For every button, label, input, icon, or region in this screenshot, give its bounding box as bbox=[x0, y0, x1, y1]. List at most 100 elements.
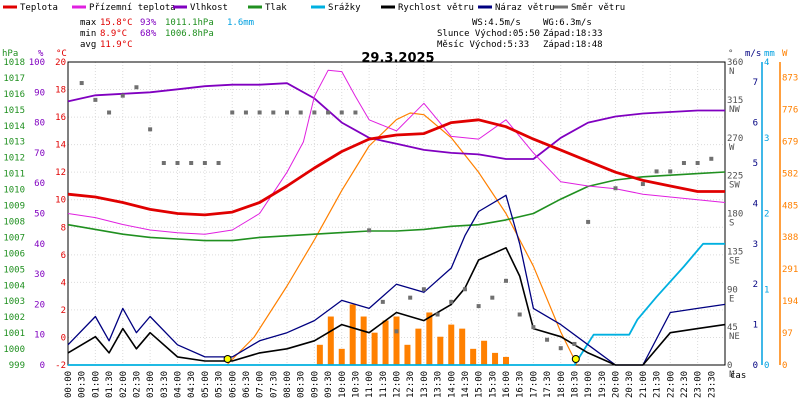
x-tick: 08:00 bbox=[283, 371, 293, 398]
direction-tick: 45 bbox=[727, 323, 738, 333]
wind-tick: 6 bbox=[753, 119, 758, 129]
solar-bar bbox=[316, 344, 323, 365]
stat-press: 1006.8hPa bbox=[165, 29, 214, 39]
wind-direction-point bbox=[408, 295, 413, 300]
x-tick: 00:00 bbox=[64, 371, 74, 398]
wind-direction-point bbox=[339, 110, 344, 115]
solar-bar bbox=[492, 352, 499, 365]
x-tick: 18:00 bbox=[557, 371, 567, 398]
x-tick: 15:00 bbox=[475, 371, 485, 398]
pressure-unit: hPa bbox=[2, 49, 18, 59]
solar-bar bbox=[415, 328, 422, 365]
wind-direction-point bbox=[148, 127, 153, 132]
humidity-tick: 50 bbox=[34, 210, 45, 220]
direction-label: N bbox=[729, 67, 734, 77]
temperature-unit: °C bbox=[56, 49, 67, 59]
humidity-unit: % bbox=[38, 49, 44, 59]
wind-direction-point bbox=[504, 278, 508, 283]
pressure-tick: 1014 bbox=[3, 122, 25, 132]
direction-tick: 225 bbox=[727, 172, 743, 182]
rain-tick: 2 bbox=[764, 210, 769, 220]
legend-label: Vlhkost bbox=[190, 3, 228, 13]
wind-direction-point bbox=[257, 110, 262, 115]
solar-bars bbox=[316, 304, 509, 365]
x-tick: 02:30 bbox=[132, 371, 142, 398]
stat-press: 1011.1hPa bbox=[165, 18, 214, 28]
x-tick: 09:30 bbox=[324, 371, 334, 398]
wind-direction-point bbox=[394, 329, 399, 334]
x-axis-label: čas bbox=[730, 370, 746, 381]
stat-label: max bbox=[80, 18, 97, 28]
solar-tick: 0 bbox=[782, 361, 787, 371]
wind-direction-point bbox=[161, 161, 166, 165]
humidity-tick: 20 bbox=[34, 300, 45, 310]
solar-bar bbox=[470, 348, 477, 365]
direction-label: S bbox=[729, 219, 734, 229]
wind-direction-point bbox=[654, 169, 659, 174]
pressure-tick: 1009 bbox=[3, 202, 25, 212]
sunset-marker bbox=[571, 355, 580, 363]
wind-direction-point bbox=[175, 161, 180, 165]
stat-temp: 15.8°C bbox=[100, 18, 133, 28]
x-tick: 18:30 bbox=[570, 371, 580, 398]
moonset-info: Západ:18:48 bbox=[543, 40, 603, 50]
temperature-tick: 16 bbox=[55, 113, 66, 123]
x-tick: 14:30 bbox=[461, 371, 471, 398]
x-tick: 11:30 bbox=[379, 371, 389, 398]
chart-title: 29.3.2025 bbox=[361, 51, 434, 66]
wind-tick: 5 bbox=[753, 159, 758, 169]
temperature-tick: 2 bbox=[61, 306, 66, 316]
wind-tick: 2 bbox=[753, 280, 758, 290]
stat-temp: 11.9°C bbox=[100, 40, 133, 50]
humidity-tick: 80 bbox=[34, 119, 45, 129]
wind-direction-point bbox=[367, 228, 372, 233]
wind-direction-point bbox=[230, 110, 235, 115]
wind-direction-point bbox=[435, 312, 440, 317]
direction-tick: 90 bbox=[727, 285, 738, 295]
x-tick: 22:00 bbox=[666, 371, 676, 398]
pressure-tick: 1000 bbox=[3, 345, 25, 355]
x-tick: 11:00 bbox=[365, 371, 375, 398]
wind-direction-point bbox=[216, 161, 221, 165]
wind-direction-point bbox=[380, 299, 385, 304]
legend-label: Náraz větru bbox=[495, 3, 555, 13]
x-tick: 23:00 bbox=[694, 371, 704, 398]
wind-tick: 3 bbox=[753, 240, 758, 250]
x-tick: 13:00 bbox=[420, 371, 430, 398]
pressure-tick: 999 bbox=[9, 361, 25, 371]
solar-tick: 485 bbox=[782, 201, 798, 211]
wind-direction-point bbox=[572, 341, 577, 346]
solar-bar bbox=[327, 316, 334, 365]
pressure-tick: 1005 bbox=[3, 265, 25, 275]
x-tick: 12:30 bbox=[406, 371, 416, 398]
solar-bar bbox=[371, 332, 378, 365]
solar-bar bbox=[503, 356, 509, 365]
direction-label: N bbox=[729, 370, 734, 380]
x-tick: 20:00 bbox=[612, 371, 622, 398]
moonrise-info: Měsíc Východ:5:33 bbox=[437, 40, 529, 50]
pressure-tick: 1004 bbox=[3, 281, 25, 291]
rain-tick: 0 bbox=[764, 361, 769, 371]
wind-direction-point bbox=[531, 325, 536, 330]
wind-direction-point bbox=[243, 110, 248, 115]
wind-direction-point bbox=[695, 161, 700, 165]
humidity-tick: 100 bbox=[29, 58, 45, 68]
series-lines bbox=[67, 69, 726, 366]
pressure-tick: 1013 bbox=[3, 138, 25, 148]
wind-direction-point bbox=[202, 161, 207, 165]
humidity-tick: 30 bbox=[34, 270, 45, 280]
x-tick: 07:00 bbox=[256, 371, 266, 398]
humidity-tick: 0 bbox=[40, 361, 45, 371]
sunrise-info: Slunce Východ:05:50 bbox=[437, 29, 540, 39]
wind-gust-line bbox=[67, 194, 726, 366]
wind-tick: 0 bbox=[753, 361, 758, 371]
temperature-tick: 20 bbox=[55, 58, 66, 68]
x-tick: 19:30 bbox=[598, 371, 608, 398]
chart-stats: max 15.8°C 93% 1011.1hPa 1.6mm min 8.9°C 68% 100… bbox=[80, 18, 603, 50]
pressure-tick: 1015 bbox=[3, 106, 25, 116]
solar-bar bbox=[459, 328, 466, 365]
pressure-tick: 1001 bbox=[3, 329, 25, 339]
temperature-tick: -2 bbox=[55, 361, 66, 371]
